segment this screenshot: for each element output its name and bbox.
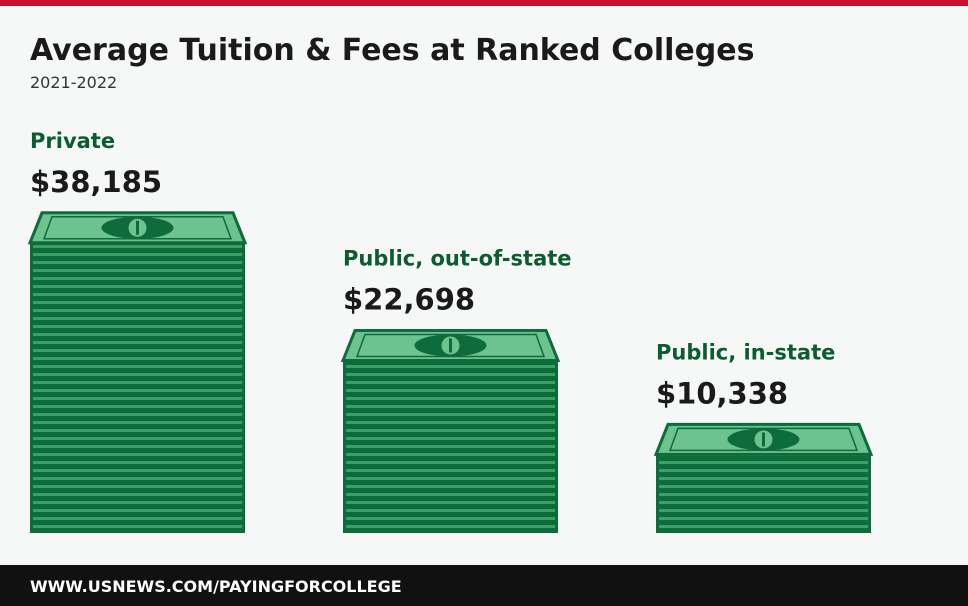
bill-mark bbox=[762, 432, 765, 447]
chart-title: Average Tuition & Fees at Ranked College… bbox=[30, 33, 754, 68]
top-stripe bbox=[0, 0, 968, 6]
value-label: $38,185 bbox=[30, 165, 162, 199]
bar bbox=[30, 242, 245, 533]
category-label: Public, in-state bbox=[656, 340, 835, 364]
bar bbox=[656, 454, 871, 533]
stack-edge bbox=[555, 360, 558, 533]
footer-band bbox=[0, 565, 968, 606]
stack-edge bbox=[656, 454, 659, 533]
bill-border bbox=[668, 427, 859, 452]
bill-mark bbox=[136, 220, 139, 235]
value-label: $10,338 bbox=[656, 376, 788, 410]
bill-mark bbox=[449, 338, 452, 353]
value-label: $22,698 bbox=[343, 282, 475, 316]
stack-edge bbox=[868, 454, 871, 533]
stack-edge bbox=[242, 242, 245, 533]
category-label: Public, out-of-state bbox=[343, 246, 572, 270]
bill-border bbox=[42, 216, 233, 240]
stack-edge bbox=[343, 360, 346, 533]
stack-edge bbox=[30, 242, 33, 533]
bar bbox=[343, 360, 558, 533]
category-label: Private bbox=[30, 129, 115, 153]
chart-subtitle: 2021-2022 bbox=[30, 73, 117, 92]
footer-url: WWW.USNEWS.COM/PAYINGFORCOLLEGE bbox=[30, 577, 402, 596]
bill-border bbox=[355, 333, 546, 358]
